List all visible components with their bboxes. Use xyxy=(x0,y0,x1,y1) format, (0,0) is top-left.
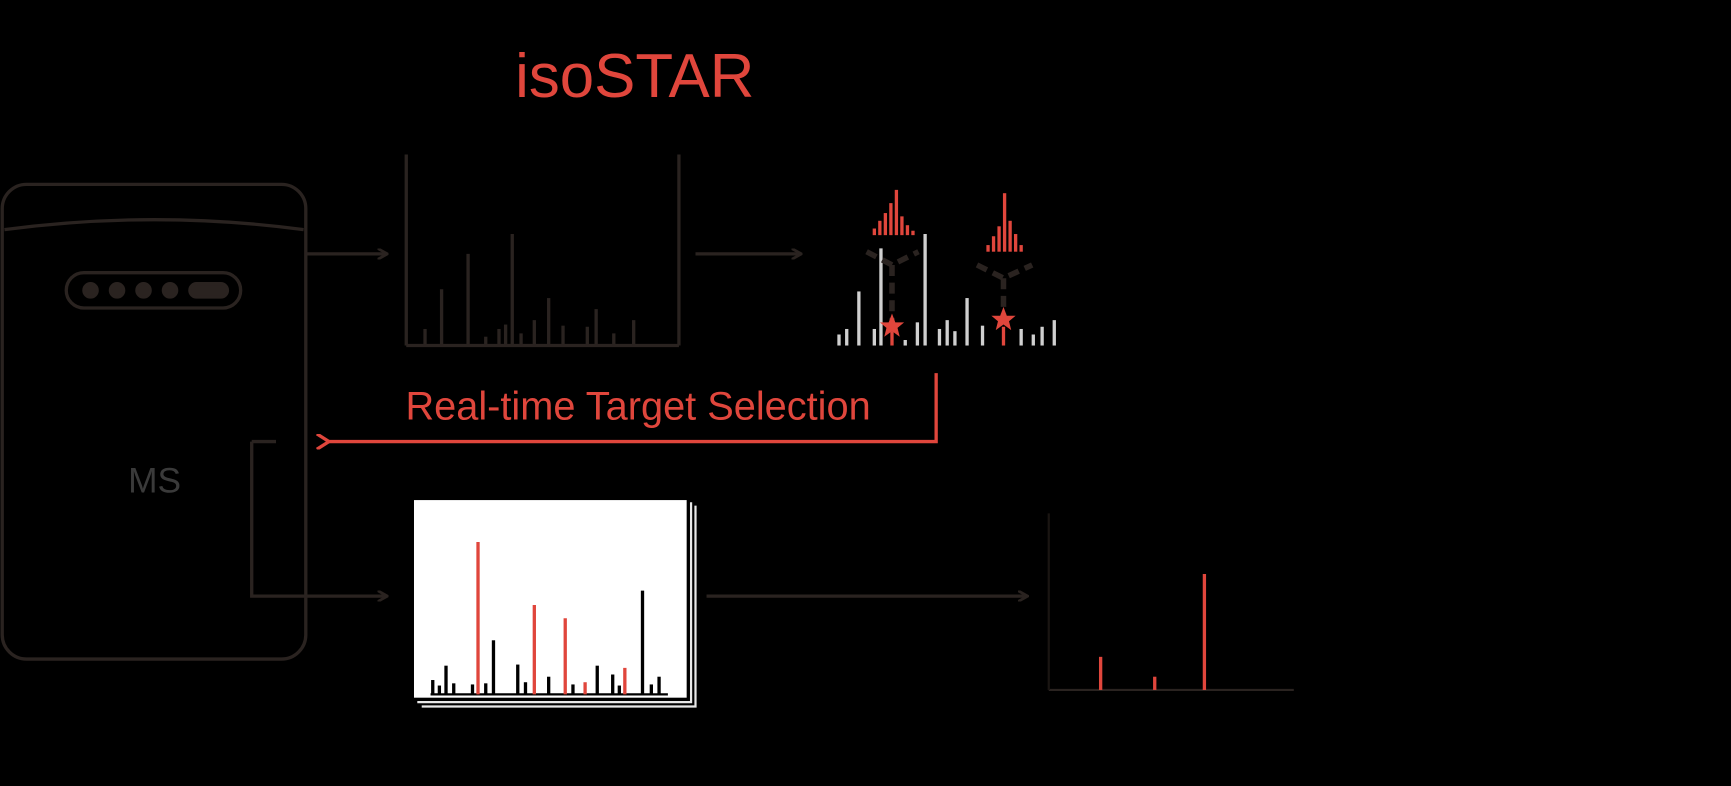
reporter-spectrum xyxy=(1047,513,1294,692)
ms2-panel xyxy=(413,500,697,708)
ms1-target-spectrum xyxy=(837,189,1056,346)
ms-instrument xyxy=(0,182,308,661)
ms1-spectrum xyxy=(404,154,681,348)
feedback-label: Real-time Target Selection xyxy=(405,384,870,428)
instrument-label: MS xyxy=(128,461,181,500)
feedback-arrow xyxy=(328,373,938,441)
arrow xyxy=(250,441,387,597)
title: isoSTAR xyxy=(515,42,754,111)
